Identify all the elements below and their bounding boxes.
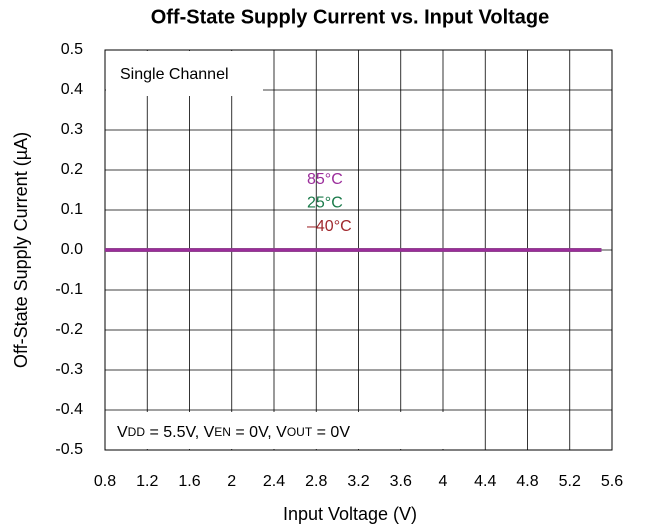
x-tick-label: 4.4 [474,473,496,490]
y-tick-label: -0.5 [55,441,83,458]
y-tick-label: -0.3 [55,361,83,378]
text: V [117,424,128,441]
text: = 0V [312,424,350,441]
x-tick-label: 5.6 [601,473,623,490]
text: = 0V, V [231,424,287,441]
y-axis-title: Off-State Supply Current (µA) [11,132,31,368]
y-tick-label: -0.1 [55,281,83,298]
y-tick-label: 0.3 [61,121,83,138]
legend-label: –40°C [307,218,352,235]
y-tick-label: -0.2 [55,321,83,338]
chart-title: Off-State Supply Current vs. Input Volta… [151,6,550,28]
text: = 5.5V, V [145,424,215,441]
x-tick-label: 5.2 [559,473,581,490]
legend-label: 85°C [307,171,343,188]
conditions-box [106,412,448,449]
subscript: EN [214,425,231,439]
y-tick-label: 0.1 [61,201,83,218]
x-tick-label: 1.2 [136,473,158,490]
annotation-box [106,51,263,96]
y-tick-label: 0.0 [61,241,83,258]
annotation: Single Channel [120,66,229,83]
x-tick-label: 2.8 [305,473,327,490]
x-tick-label: 0.8 [94,473,116,490]
x-tick-label: 1.6 [178,473,200,490]
y-tick-label: 0.5 [61,41,83,58]
x-tick-label: 2 [227,473,236,490]
subscript: OUT [287,425,313,439]
x-tick-label: 4.8 [516,473,538,490]
x-tick-label: 3.2 [347,473,369,490]
x-tick-label: 2.4 [263,473,285,490]
y-tick-label: -0.4 [55,401,83,418]
y-tick-label: 0.2 [61,161,83,178]
legend-label: 25°C [307,195,343,212]
subscript: DD [128,425,146,439]
conditions: VDD = 5.5V, VEN = 0V, VOUT = 0V [117,424,350,441]
y-tick-label: 0.4 [61,81,83,98]
x-tick-label: 4 [439,473,448,490]
x-tick-label: 3.6 [390,473,412,490]
x-axis-title: Input Voltage (V) [283,504,417,524]
